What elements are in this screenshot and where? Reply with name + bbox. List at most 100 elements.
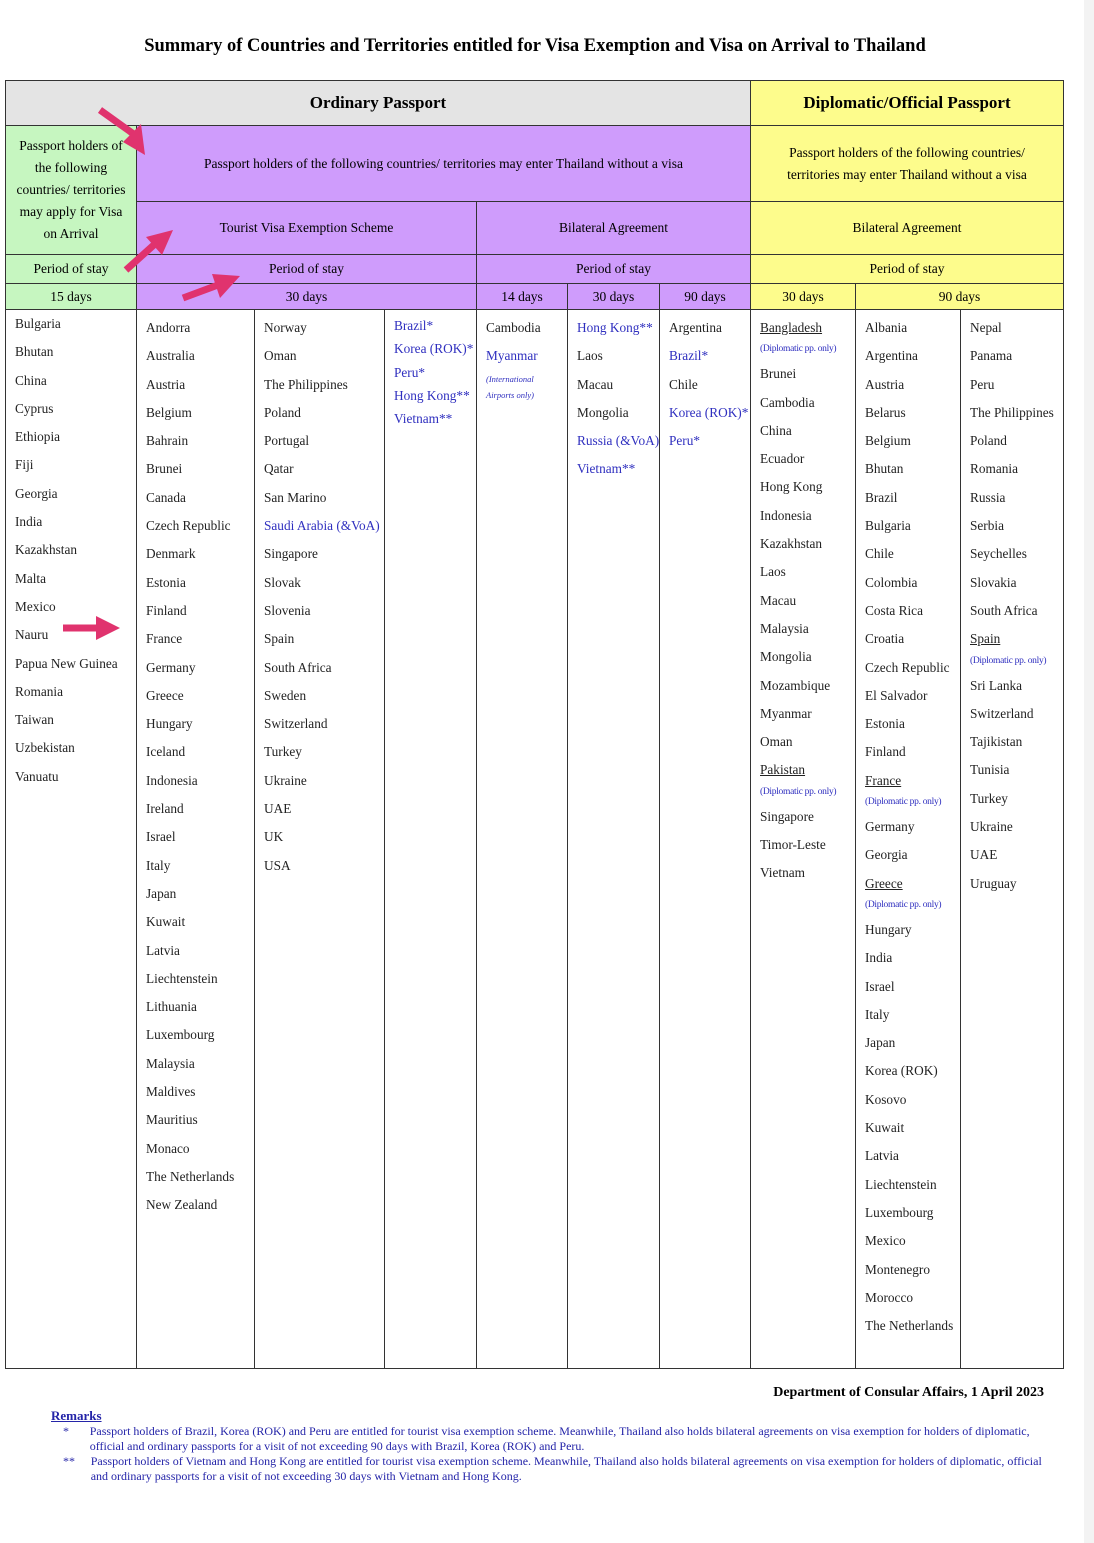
country-item: Laos — [577, 348, 603, 364]
department-date: Department of Consular Affairs, 1 April … — [773, 1385, 1044, 1400]
bilateral-30-days: 30 days — [567, 283, 660, 310]
bilateral-90-days: 90 days — [659, 283, 751, 310]
country-item: Luxembourg — [865, 1204, 934, 1220]
country-item: Estonia — [146, 574, 186, 590]
country-item: Montenegro — [865, 1261, 930, 1277]
country-item: India — [15, 514, 43, 530]
country-item: Brunei — [146, 461, 183, 477]
country-item: Italy — [146, 857, 171, 873]
country-item: Slovenia — [264, 602, 311, 618]
country-item: The Philippines — [264, 376, 348, 392]
ordinary-passport-header: Ordinary Passport — [5, 80, 751, 126]
country-item: Hungary — [146, 716, 193, 732]
country-item: Ecuador — [760, 451, 805, 467]
country-item: Macau — [760, 592, 797, 608]
country-item: Malaysia — [146, 1055, 195, 1071]
voa-period-header: Period of stay — [5, 254, 137, 284]
country-item: Canada — [146, 489, 186, 505]
country-item: Argentina — [669, 320, 722, 335]
country-note: (International — [486, 373, 534, 384]
country-item: Fiji — [15, 457, 34, 473]
country-item: Greece — [865, 875, 903, 891]
country-item: Myanmar — [486, 348, 538, 364]
remark-text: Passport holders of Brazil, Korea (ROK) … — [89, 1424, 1030, 1453]
remark-item: ** Passport holders of Vietnam and Hong K… — [51, 1454, 1051, 1484]
country-item: South Africa — [264, 659, 332, 675]
bilateral-30-column: Hong Kong** Laos Macau Mongolia Russia (&VoA… — [567, 309, 660, 1369]
country-item: Hong Kong — [760, 479, 823, 495]
country-note: (Diplomatic pp. only) — [865, 899, 942, 910]
country-item: UAE — [970, 847, 998, 863]
dip-90-column-2: Nepal Panama Peru The Philippines Poland Roma… — [960, 309, 1064, 1369]
country-item: Germany — [865, 819, 915, 835]
country-item: Uzbekistan — [15, 740, 75, 756]
voa-15-days: 15 days — [5, 283, 137, 310]
country-item: Kosovo — [865, 1091, 907, 1107]
remark-mark: * — [63, 1424, 69, 1438]
country-item: San Marino — [264, 489, 327, 505]
dip-30-days: 30 days — [750, 283, 856, 310]
diplomatic-passport-header: Diplomatic/Official Passport — [750, 80, 1064, 126]
country-item: Hong Kong** — [394, 387, 470, 403]
country-item: South Africa — [970, 602, 1038, 618]
country-item: Malaysia — [760, 620, 809, 636]
country-item: Chile — [865, 546, 894, 562]
country-item: Israel — [865, 978, 895, 994]
country-item: Brazil* — [669, 348, 709, 364]
country-item: Bangladesh — [760, 320, 823, 335]
bilateral-90-column: Argentina Brazil* Chile Korea (ROK)* Peru* — [659, 309, 751, 1369]
remark-item: * Passport holders of Brazil, Korea (ROK)… — [51, 1424, 1051, 1454]
country-item: Spain — [264, 631, 295, 647]
country-item: The Philippines — [970, 404, 1054, 420]
country-item: Georgia — [865, 847, 908, 863]
country-item: Czech Republic — [146, 518, 231, 534]
country-item: Portugal — [264, 433, 310, 449]
remark-text: Passport holders of Vietnam and Hong Kon… — [90, 1454, 1042, 1483]
country-item: UK — [264, 829, 284, 845]
country-item: Norway — [264, 320, 307, 335]
country-item: Mozambique — [760, 677, 831, 693]
country-item: Peru* — [394, 364, 426, 380]
country-item: Liechtenstein — [865, 1176, 937, 1192]
country-item: Argentina — [865, 348, 918, 364]
country-item: Poland — [264, 404, 301, 420]
country-item: El Salvador — [865, 687, 928, 703]
country-item: China — [15, 372, 47, 388]
country-item: Italy — [865, 1006, 890, 1022]
country-note: (Diplomatic pp. only) — [865, 797, 942, 808]
country-item: Colombia — [865, 574, 918, 590]
country-item: Cyprus — [15, 400, 54, 416]
country-item: Switzerland — [970, 705, 1034, 721]
country-item: Ireland — [146, 801, 184, 817]
country-item: Oman — [264, 348, 297, 364]
country-item: Latvia — [146, 942, 180, 958]
country-item: Malta — [15, 570, 47, 586]
country-item: Qatar — [264, 461, 294, 477]
country-item: Korea (ROK)* — [669, 404, 749, 420]
country-item: Denmark — [146, 546, 196, 562]
country-item: Japan — [146, 885, 177, 901]
dip-30-column: Bangladesh (Diplomatic pp. only) Brunei Cam… — [750, 309, 856, 1369]
country-item: Bhutan — [865, 461, 904, 477]
country-item: Australia — [146, 348, 195, 364]
country-item: Indonesia — [760, 507, 812, 523]
country-item: Uruguay — [970, 875, 1017, 891]
country-item: Israel — [146, 829, 176, 845]
country-item: Hong Kong** — [577, 320, 653, 335]
country-item: Poland — [970, 433, 1007, 449]
country-item: Vanuatu — [15, 768, 59, 784]
diplomatic-exempt-description: Passport holders of the following countr… — [750, 125, 1064, 202]
country-item: UAE — [264, 801, 292, 817]
country-item: Czech Republic — [865, 659, 950, 675]
country-item: Kuwait — [146, 914, 186, 930]
tourist-period-header: Period of stay — [136, 254, 477, 284]
country-item: Tunisia — [970, 762, 1010, 778]
arrow-icon — [63, 616, 120, 640]
country-item: Seychelles — [970, 546, 1027, 562]
country-item: Mexico — [865, 1233, 906, 1249]
arrow-icon — [181, 274, 240, 302]
country-item: Myanmar — [760, 705, 812, 721]
country-item: Liechtenstein — [146, 970, 218, 986]
country-item: Korea (ROK)* — [394, 341, 474, 357]
country-item: Austria — [146, 376, 186, 392]
